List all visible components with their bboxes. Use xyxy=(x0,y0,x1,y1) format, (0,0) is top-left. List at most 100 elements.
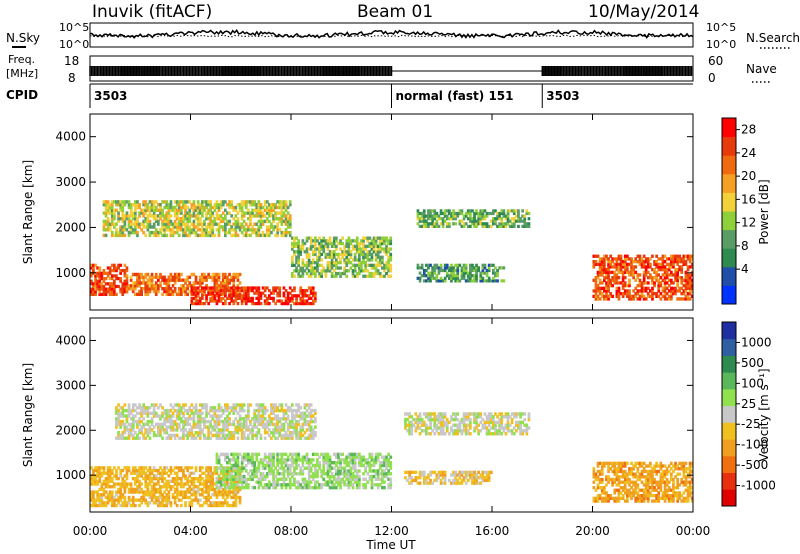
echo-cell xyxy=(299,252,303,257)
echo-cell xyxy=(663,265,667,269)
echo-cell xyxy=(159,417,162,421)
echo-cell xyxy=(165,482,169,486)
echo-cell xyxy=(253,472,256,476)
echo-cell xyxy=(194,468,198,473)
echo-cell xyxy=(649,257,652,261)
echo-cell xyxy=(213,205,217,210)
echo-cell xyxy=(450,214,453,218)
echo-cell xyxy=(228,211,231,215)
echo-cell xyxy=(255,458,259,462)
echo-cell xyxy=(276,299,279,303)
echo-cell xyxy=(138,403,141,407)
echo-cell xyxy=(351,463,355,468)
echo-cell xyxy=(345,474,349,479)
echo-cell xyxy=(167,281,171,285)
echo-cell xyxy=(318,244,321,248)
echo-cell xyxy=(452,214,455,218)
echo-cell xyxy=(374,258,378,262)
echo-cell xyxy=(182,219,185,224)
echo-cell xyxy=(322,469,326,473)
echo-cell xyxy=(339,458,342,462)
echo-cell xyxy=(144,287,148,291)
echo-cell xyxy=(479,279,483,283)
echo-cell xyxy=(163,431,166,435)
echo-cell xyxy=(131,414,135,418)
echo-cell xyxy=(381,455,384,459)
echo-cell xyxy=(113,222,116,226)
echo-cell xyxy=(146,222,150,226)
echo-cell xyxy=(272,452,275,457)
echo-cell xyxy=(667,297,671,301)
echo-cell xyxy=(228,281,231,285)
echo-cell xyxy=(332,452,336,457)
echo-cell xyxy=(276,469,279,473)
echo-cell xyxy=(661,260,665,264)
echo-cell xyxy=(119,406,122,410)
echo-cell xyxy=(232,501,236,505)
echo-cell xyxy=(142,477,145,481)
echo-cell xyxy=(473,217,476,221)
echo-cell xyxy=(686,265,690,269)
echo-cell xyxy=(295,261,298,265)
echo-cell xyxy=(157,471,160,475)
echo-cell xyxy=(205,479,208,483)
echo-cell xyxy=(347,241,351,246)
echo-cell xyxy=(615,289,619,293)
echo-cell xyxy=(148,501,152,505)
echo-cell xyxy=(420,224,424,228)
echo-cell xyxy=(113,274,116,278)
echo-cell xyxy=(148,482,152,486)
echo-cell xyxy=(146,219,150,224)
echo-cell xyxy=(171,485,175,489)
echo-cell xyxy=(299,244,303,248)
echo-cell xyxy=(345,250,349,254)
echo-cell xyxy=(515,214,518,218)
echo-cell xyxy=(236,477,240,481)
echo-cell xyxy=(418,224,422,228)
echo-cell xyxy=(244,483,248,487)
echo-cell xyxy=(349,255,353,259)
echo-cell xyxy=(355,274,359,278)
echo-cell xyxy=(190,408,194,413)
echo-cell xyxy=(314,296,317,300)
echo-cell xyxy=(609,270,612,274)
echo-cell xyxy=(146,292,150,296)
echo-cell xyxy=(161,275,164,279)
echo-cell xyxy=(134,287,137,291)
echo-cell xyxy=(314,485,317,490)
echo-cell xyxy=(280,458,284,462)
echo-cell xyxy=(661,265,665,269)
echo-cell xyxy=(309,289,313,293)
echo-cell xyxy=(173,219,177,224)
echo-cell xyxy=(288,463,292,468)
echo-cell xyxy=(481,271,485,275)
echo-cell xyxy=(297,483,300,487)
echo-cell xyxy=(106,290,110,294)
echo-cell xyxy=(134,200,137,204)
echo-cell xyxy=(226,452,229,457)
echo-cell xyxy=(247,225,250,229)
echo-cell xyxy=(322,452,326,457)
echo-cell xyxy=(263,477,267,481)
echo-cell xyxy=(131,468,135,473)
echo-cell xyxy=(138,278,141,282)
echo-cell xyxy=(253,203,256,207)
echo-cell xyxy=(129,422,133,427)
echo-cell xyxy=(161,414,164,418)
echo-cell xyxy=(247,211,250,215)
echo-cell xyxy=(355,452,359,457)
echo-cell xyxy=(621,292,625,296)
echo-cell xyxy=(224,466,227,470)
echo-cell xyxy=(326,261,330,265)
echo-cell xyxy=(469,217,472,221)
echo-cell xyxy=(186,468,189,473)
echo-cell xyxy=(175,403,179,407)
echo-cell xyxy=(230,203,233,207)
echo-cell xyxy=(670,297,673,301)
echo-cell xyxy=(169,289,173,294)
echo-cell xyxy=(221,472,225,476)
echo-cell xyxy=(420,211,424,216)
echo-cell xyxy=(309,269,313,273)
echo-cell xyxy=(104,277,108,281)
